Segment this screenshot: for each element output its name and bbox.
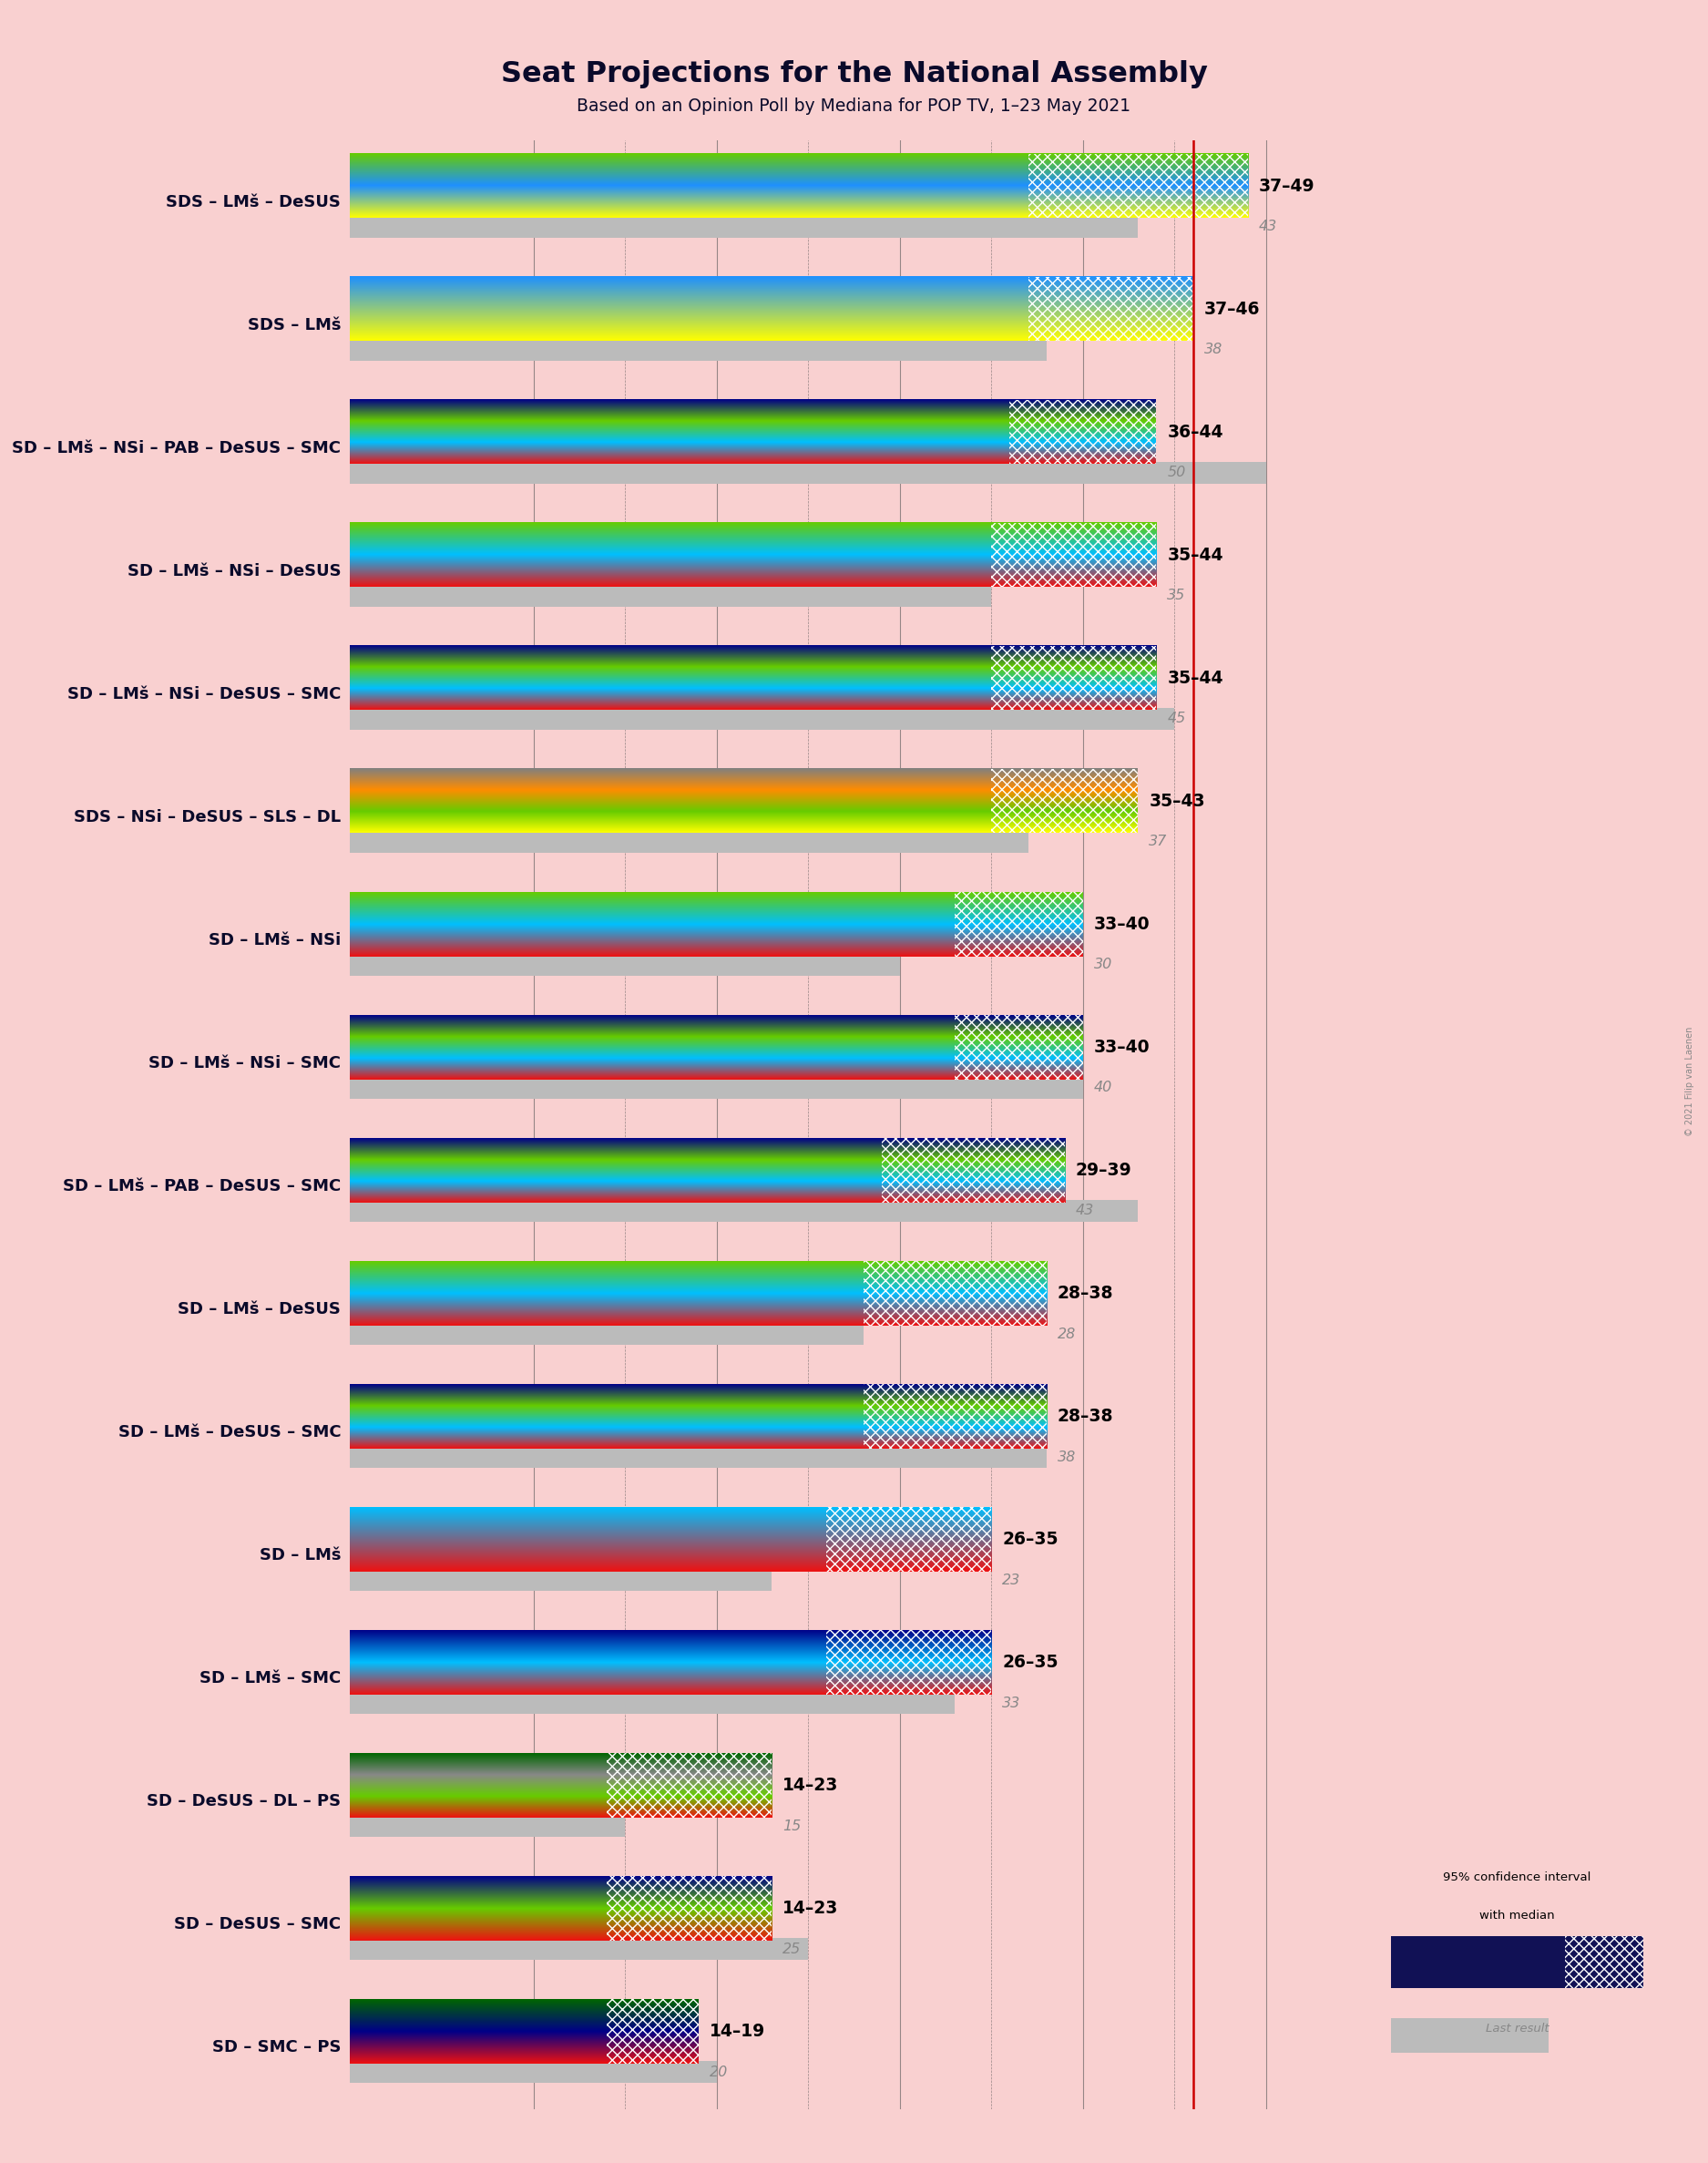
Text: 45: 45 xyxy=(1167,712,1185,725)
Text: with median: with median xyxy=(1479,1910,1554,1921)
Bar xyxy=(827,1631,991,1694)
Text: 25: 25 xyxy=(782,1942,801,1955)
Text: 95% confidence interval: 95% confidence interval xyxy=(1443,1871,1592,1882)
Bar xyxy=(350,1691,955,1713)
Bar xyxy=(955,893,1083,956)
Bar xyxy=(991,770,1138,833)
Bar xyxy=(991,647,1156,709)
Text: 37–46: 37–46 xyxy=(1204,301,1261,318)
Bar xyxy=(350,1938,808,1960)
Text: SD – LMš – PAB – DeSUS – SMC: SD – LMš – PAB – DeSUS – SMC xyxy=(63,1179,342,1194)
Bar xyxy=(350,1324,863,1345)
Bar xyxy=(350,1568,772,1592)
Text: SD – SMC – PS: SD – SMC – PS xyxy=(212,2040,342,2055)
Bar xyxy=(1028,154,1249,218)
Text: 14–23: 14–23 xyxy=(782,1899,839,1916)
Text: SD – LMš – NSi – SMC: SD – LMš – NSi – SMC xyxy=(149,1056,342,1071)
Text: SD – LMš – SMC: SD – LMš – SMC xyxy=(200,1670,342,1687)
Bar xyxy=(350,1200,1138,1222)
Text: SD – LMš – DeSUS: SD – LMš – DeSUS xyxy=(178,1302,342,1317)
Bar xyxy=(350,2061,717,2083)
Bar xyxy=(606,1999,699,2064)
Bar xyxy=(350,707,1175,729)
Bar xyxy=(606,1877,772,1940)
Text: 50: 50 xyxy=(1167,465,1185,480)
Text: SD – DeSUS – DL – PS: SD – DeSUS – DL – PS xyxy=(147,1793,342,1810)
Text: 26–35: 26–35 xyxy=(1003,1531,1059,1549)
Bar xyxy=(881,1138,1064,1203)
Bar xyxy=(1565,1936,1643,1988)
Text: 33: 33 xyxy=(1003,1696,1021,1709)
Bar xyxy=(955,1014,1083,1079)
Bar xyxy=(350,461,1266,485)
Text: 26–35: 26–35 xyxy=(1003,1655,1059,1672)
Bar xyxy=(350,1815,625,1836)
Text: SD – LMš – NSi – DeSUS: SD – LMš – NSi – DeSUS xyxy=(128,562,342,580)
Text: SDS – LMš: SDS – LMš xyxy=(248,318,342,333)
Text: 37–49: 37–49 xyxy=(1259,177,1315,195)
Text: SD – LMš: SD – LMš xyxy=(260,1547,342,1564)
Text: 36–44: 36–44 xyxy=(1167,424,1223,441)
Bar xyxy=(1390,2018,1549,2053)
Text: 40: 40 xyxy=(1095,1082,1112,1094)
Text: Last result: Last result xyxy=(1486,2022,1549,2033)
Bar xyxy=(1390,1936,1565,1988)
Text: 20: 20 xyxy=(709,2066,728,2079)
Bar xyxy=(350,831,1028,852)
Bar xyxy=(1028,277,1192,342)
Bar xyxy=(1565,1936,1643,1988)
Text: Seat Projections for the National Assembly: Seat Projections for the National Assemb… xyxy=(500,61,1208,89)
Text: 37: 37 xyxy=(1149,835,1168,848)
Bar xyxy=(350,1445,1047,1469)
Text: 14–19: 14–19 xyxy=(709,2022,765,2040)
Text: 14–23: 14–23 xyxy=(782,1776,839,1793)
Bar xyxy=(350,216,1138,238)
Bar xyxy=(350,584,991,608)
Text: 38: 38 xyxy=(1057,1449,1076,1464)
Text: 35–44: 35–44 xyxy=(1167,547,1223,565)
Text: SD – DeSUS – SMC: SD – DeSUS – SMC xyxy=(174,1916,342,1932)
Text: 35–43: 35–43 xyxy=(1149,792,1206,809)
Text: 35–44: 35–44 xyxy=(1167,671,1223,688)
Text: 30: 30 xyxy=(1095,958,1112,971)
Text: 35: 35 xyxy=(1167,588,1185,603)
Bar xyxy=(350,340,1047,361)
Text: SD – LMš – NSi – PAB – DeSUS – SMC: SD – LMš – NSi – PAB – DeSUS – SMC xyxy=(12,439,342,456)
Text: SDS – NSi – DeSUS – SLS – DL: SDS – NSi – DeSUS – SLS – DL xyxy=(73,809,342,826)
Text: SD – LMš – NSi – DeSUS – SMC: SD – LMš – NSi – DeSUS – SMC xyxy=(67,686,342,703)
Bar xyxy=(863,1384,1047,1449)
Text: 28–38: 28–38 xyxy=(1057,1408,1114,1425)
Bar xyxy=(827,1508,991,1570)
Text: Based on an Opinion Poll by Mediana for POP TV, 1–23 May 2021: Based on an Opinion Poll by Mediana for … xyxy=(577,97,1131,115)
Bar xyxy=(991,523,1156,586)
Text: 28–38: 28–38 xyxy=(1057,1285,1114,1302)
Text: SD – LMš – DeSUS – SMC: SD – LMš – DeSUS – SMC xyxy=(118,1423,342,1441)
Text: 15: 15 xyxy=(782,1819,801,1832)
Text: 23: 23 xyxy=(1003,1573,1021,1588)
Text: 43: 43 xyxy=(1259,221,1278,234)
Text: SDS – LMš – DeSUS: SDS – LMš – DeSUS xyxy=(166,195,342,210)
Text: 28: 28 xyxy=(1057,1328,1076,1341)
Text: © 2021 Filip van Laenen: © 2021 Filip van Laenen xyxy=(1686,1027,1694,1136)
Text: 33–40: 33–40 xyxy=(1095,915,1149,932)
Bar xyxy=(350,1077,1083,1099)
Text: 33–40: 33–40 xyxy=(1095,1038,1149,1056)
Text: SD – LMš – NSi: SD – LMš – NSi xyxy=(208,932,342,947)
Text: 43: 43 xyxy=(1076,1205,1095,1218)
Bar xyxy=(1009,400,1156,465)
Bar xyxy=(606,1754,772,1817)
Bar xyxy=(350,954,900,976)
Text: 29–39: 29–39 xyxy=(1076,1162,1132,1179)
Bar xyxy=(863,1261,1047,1326)
Text: 38: 38 xyxy=(1204,344,1223,357)
